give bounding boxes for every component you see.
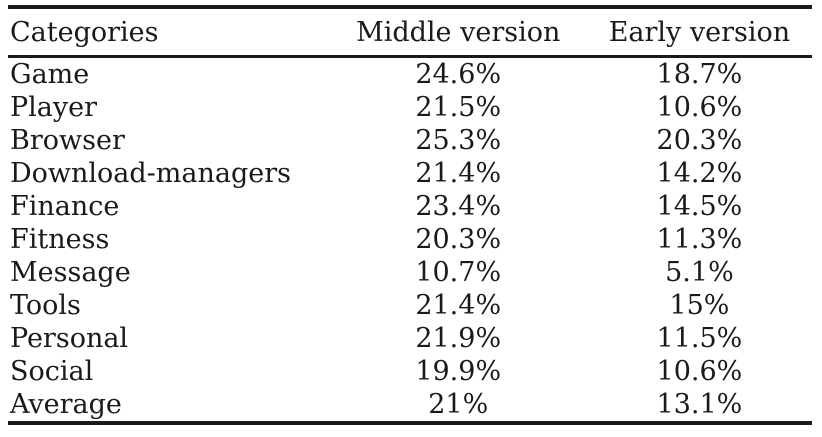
category-cell: Average — [10, 389, 122, 420]
category-cell: Player — [10, 92, 98, 123]
table-row: Browser 25.3% 20.3% — [8, 124, 812, 157]
category-cell: Finance — [10, 191, 120, 222]
middle-version-cell: 20.3% — [415, 224, 502, 255]
middle-version-cell: 21% — [428, 389, 489, 420]
table-row: Download-managers 21.4% 14.2% — [8, 157, 812, 190]
category-cell: Social — [10, 356, 94, 387]
table-row: Message 10.7% 5.1% — [8, 256, 812, 289]
category-cell: Message — [10, 257, 131, 288]
early-version-cell: 14.2% — [656, 158, 743, 189]
early-version-cell: 10.6% — [656, 356, 743, 387]
table-row: Fitness 20.3% 11.3% — [8, 223, 812, 256]
middle-version-cell: 25.3% — [415, 125, 502, 156]
middle-version-cell: 23.4% — [415, 191, 502, 222]
table-row: Finance 23.4% 14.5% — [8, 190, 812, 223]
category-cell: Game — [10, 59, 90, 90]
category-cell: Download-managers — [10, 158, 292, 189]
early-version-cell: 5.1% — [665, 257, 734, 288]
early-version-cell: 10.6% — [656, 92, 743, 123]
table-row: Average 21% 13.1% — [8, 388, 812, 423]
category-cell: Tools — [10, 290, 81, 321]
early-version-cell: 14.5% — [656, 191, 743, 222]
categories-table: Categories Middle version Early version … — [8, 5, 812, 425]
middle-version-cell: 21.4% — [415, 290, 502, 321]
column-header-categories: Categories — [8, 7, 330, 58]
table-row: Game 24.6% 18.7% — [8, 57, 812, 92]
table-row: Player 21.5% 10.6% — [8, 91, 812, 124]
middle-version-cell: 21.4% — [415, 158, 502, 189]
early-version-cell: 11.5% — [656, 323, 743, 354]
table-row: Social 19.9% 10.6% — [8, 355, 812, 388]
early-version-cell: 18.7% — [656, 59, 743, 90]
category-cell: Personal — [10, 323, 129, 354]
early-version-cell: 11.3% — [656, 224, 743, 255]
early-version-cell: 15% — [669, 290, 730, 321]
table-row: Personal 21.9% 11.5% — [8, 322, 812, 355]
table-row: Tools 21.4% 15% — [8, 289, 812, 322]
middle-version-cell: 10.7% — [415, 257, 502, 288]
early-version-cell: 13.1% — [656, 389, 743, 420]
category-cell: Browser — [10, 125, 125, 156]
category-cell: Fitness — [10, 224, 110, 255]
column-header-middle-version: Middle version — [329, 7, 587, 58]
early-version-cell: 20.3% — [656, 125, 743, 156]
middle-version-cell: 21.9% — [415, 323, 502, 354]
middle-version-cell: 19.9% — [415, 356, 502, 387]
middle-version-cell: 24.6% — [415, 59, 502, 90]
header-row: Categories Middle version Early version — [8, 7, 812, 58]
column-header-early-version: Early version — [586, 7, 812, 58]
middle-version-cell: 21.5% — [415, 92, 502, 123]
